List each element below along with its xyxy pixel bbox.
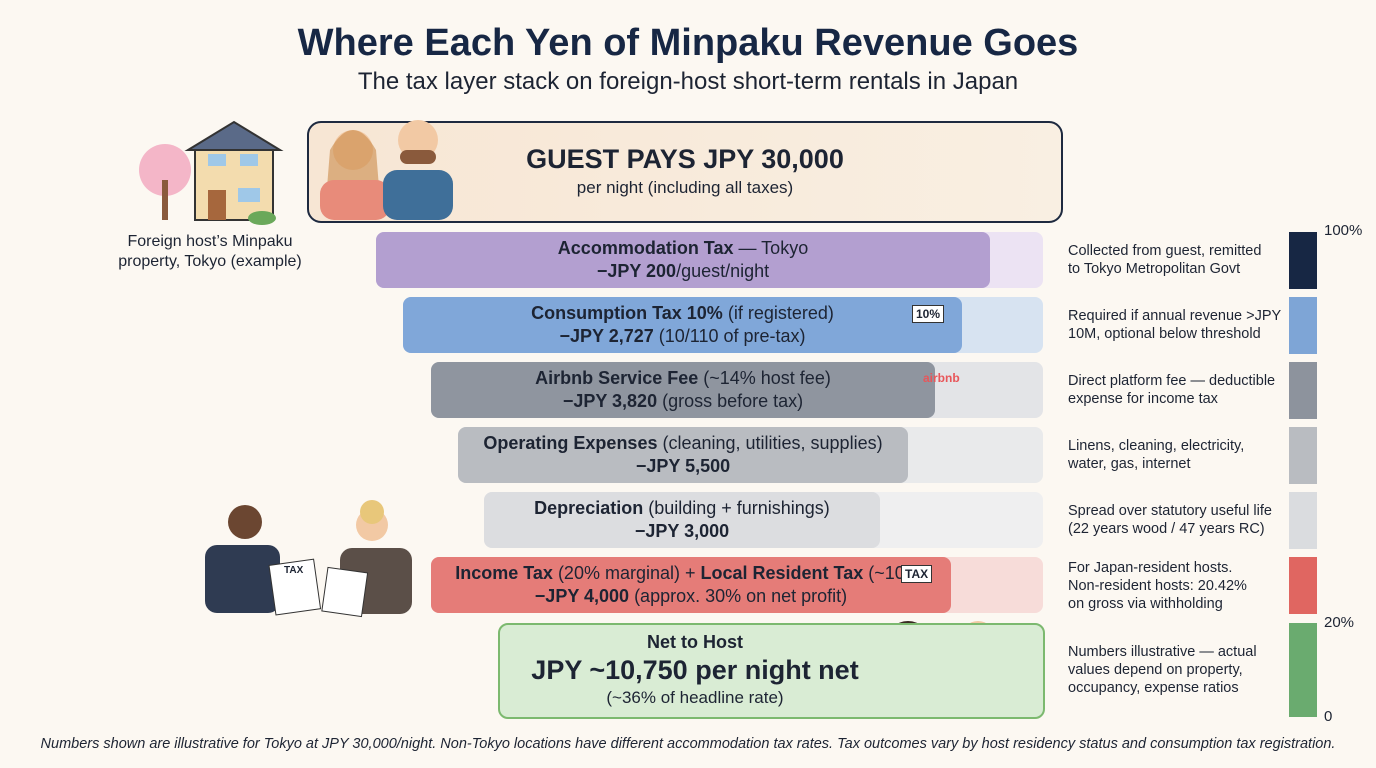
layer-bar: Airbnb Service Fee (~14% host fee) −JPY 3… (431, 362, 935, 418)
title: Where Each Yen of Minpaku Revenue Goes (297, 22, 1079, 64)
note-line: For Japan-resident hosts. (1068, 560, 1233, 576)
layer-text: Airbnb Service Fee (535, 368, 699, 388)
scale-segment (1289, 623, 1317, 717)
layer-text: /guest/night (676, 261, 770, 281)
layer-line: −JPY 5,500 (636, 455, 730, 478)
icon-label: TAX (901, 565, 933, 583)
layer-text: −JPY 3,000 (634, 521, 730, 541)
caption-line: Foreign host’s Minpaku (127, 233, 293, 250)
advisors (205, 500, 412, 618)
net-note: Numbers illustrative — actual values depe… (1068, 643, 1257, 697)
note-line: (22 years wood / 47 years RC) (1068, 521, 1265, 537)
note-line: expense for income tax (1068, 391, 1218, 407)
layer-note: Direct platform fee — deductible expense … (1068, 372, 1275, 408)
layer-line: −JPY 3,000 (635, 520, 729, 543)
layer-text: Consumption Tax 10% (531, 303, 723, 323)
net-amount: JPY ~10,750 per night net (531, 655, 859, 685)
caption-line: property, Tokyo (example) (118, 253, 302, 270)
layer-text: Operating Expenses (483, 433, 658, 453)
layer-bar: Operating Expenses (cleaning, utilities,… (458, 427, 908, 483)
layer-note: For Japan-resident hosts. Non-resident ho… (1068, 559, 1247, 613)
layer-text: — Tokyo (733, 238, 809, 258)
layer-text: −JPY 5,500 (635, 456, 731, 476)
layer-text: −JPY 3,820 (562, 391, 658, 411)
net-label: Net to Host (647, 632, 743, 652)
note-line: Spread over statutory useful life (1068, 503, 1272, 519)
layer-text: −JPY 200 (596, 261, 677, 281)
guests (320, 120, 453, 220)
layer-line: Depreciation (building + furnishings) (534, 497, 830, 520)
note-line: Non-resident hosts: 20.42% (1068, 578, 1247, 594)
layer-text: (if registered) (722, 303, 834, 323)
layer-text: Accommodation Tax (557, 238, 734, 258)
layer-text: (10/110 of pre-tax) (653, 326, 806, 346)
scale-label: 100% (1324, 222, 1363, 239)
net-box (498, 623, 1045, 719)
layer-note: Required if annual revenue >JPY 10M, opti… (1068, 307, 1281, 343)
layer-note: Collected from guest, remitted to Tokyo M… (1068, 242, 1261, 278)
layer-text: (cleaning, utilities, supplies) (657, 433, 883, 453)
note-line: to Tokyo Metropolitan Govt (1068, 261, 1241, 277)
layer-text: Local Resident Tax (700, 563, 864, 583)
layer-line: Accommodation Tax — Tokyo (558, 237, 808, 260)
layer-note: Linens, cleaning, electricity, water, gas… (1068, 437, 1244, 473)
note-line: values depend on property, (1068, 662, 1243, 678)
property-caption: Foreign host’s Minpaku property, Tokyo (e… (95, 232, 325, 272)
layer-bar: Accommodation Tax — Tokyo −JPY 200/guest/… (376, 232, 990, 288)
layer-line: −JPY 2,727 (10/110 of pre-tax) (559, 325, 805, 348)
scale-segment (1289, 557, 1317, 614)
note-line: 10M, optional below threshold (1068, 326, 1261, 342)
layer-text: Income Tax (455, 563, 553, 583)
note-line: Direct platform fee — deductible (1068, 373, 1276, 389)
icon-label: airbnb (923, 371, 960, 385)
layer-bar: Depreciation (building + furnishings) −JP… (484, 492, 880, 548)
layer-line: Airbnb Service Fee (~14% host fee) (535, 367, 831, 390)
note-line: water, gas, internet (1068, 456, 1191, 472)
layer-text: (~14% host fee) (698, 368, 831, 388)
icon-label: 10% (912, 305, 945, 323)
layer-note: Spread over statutory useful life (22 yea… (1068, 502, 1272, 538)
house (139, 120, 284, 225)
scale-segment (1289, 427, 1317, 484)
layer-line: Income Tax (20% marginal) + Local Reside… (455, 562, 927, 585)
scale-segment (1289, 362, 1317, 419)
note-line: Numbers illustrative — actual (1068, 644, 1257, 660)
net-share: (~36% of headline rate) (606, 688, 784, 707)
layer-text: (building + furnishings) (643, 498, 830, 518)
layer-line: Operating Expenses (cleaning, utilities,… (483, 432, 882, 455)
scale-segment (1289, 297, 1317, 354)
subtitle: The tax layer stack on foreign-host shor… (357, 68, 1019, 95)
layer-text: (20% marginal) + (552, 563, 701, 583)
layer-line: −JPY 200/guest/night (597, 260, 769, 283)
note-line: Collected from guest, remitted (1068, 243, 1262, 259)
net-text: Net to Host JPY ~10,750 per night net (~36… (500, 632, 890, 708)
note-line: Required if annual revenue >JPY (1068, 308, 1282, 324)
scale-label: 20% (1324, 614, 1355, 631)
layer-text: Depreciation (534, 498, 644, 518)
note-line: Linens, cleaning, electricity, (1068, 438, 1245, 454)
layer-line: Consumption Tax 10% (if registered) (531, 302, 834, 325)
guest-detail: per night (including all taxes) (576, 178, 794, 197)
layer-text: (gross before tax) (657, 391, 804, 411)
note-line: occupancy, expense ratios (1068, 680, 1239, 696)
scale-segment (1289, 232, 1317, 289)
scale-segment (1289, 492, 1317, 549)
footer: Numbers shown are illustrative for Tokyo… (40, 736, 1336, 752)
note-line: on gross via withholding (1068, 596, 1223, 612)
layer-text: −JPY 4,000 (534, 586, 630, 606)
icon-label: TAX (284, 565, 304, 576)
layer-line: −JPY 4,000 (approx. 30% on net profit) (535, 585, 847, 608)
scale-label: 0 (1324, 708, 1333, 725)
layer-line: −JPY 3,820 (gross before tax) (563, 390, 803, 413)
layer-text: −JPY 2,727 (559, 326, 654, 346)
layer-bar: Consumption Tax 10% (if registered) −JPY … (403, 297, 962, 353)
layer-text: (approx. 30% on net profit) (629, 586, 848, 606)
layer-bar: Income Tax (20% marginal) + Local Reside… (431, 557, 951, 613)
guest-headline: GUEST PAYS JPY 30,000 (526, 144, 844, 174)
